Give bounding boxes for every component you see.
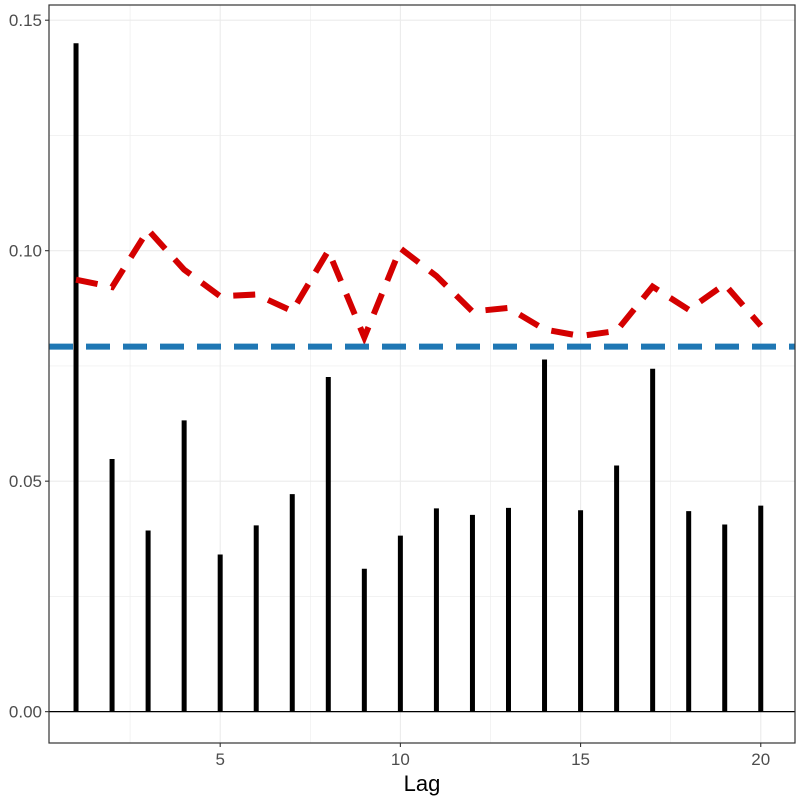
y-tick-label: 0.00 [9, 703, 42, 722]
x-axis-title: Lag [404, 771, 441, 796]
lag-bars [73, 43, 764, 712]
panel-border [48, 4, 796, 744]
x-tick-label: 10 [391, 750, 410, 769]
grid [49, 5, 795, 743]
x-axis-ticks: 5 10 15 20 [215, 743, 770, 769]
y-tick-label: 0.05 [9, 472, 42, 491]
y-axis-ticks: 0.00 0.05 0.10 0.15 [9, 11, 49, 722]
y-tick-label: 0.15 [9, 11, 42, 30]
red-dashed-threshold-line [75, 224, 764, 346]
x-tick-label: 5 [215, 750, 224, 769]
x-tick-label: 20 [751, 750, 770, 769]
x-tick-label: 15 [571, 750, 590, 769]
y-tick-label: 0.10 [9, 242, 42, 261]
